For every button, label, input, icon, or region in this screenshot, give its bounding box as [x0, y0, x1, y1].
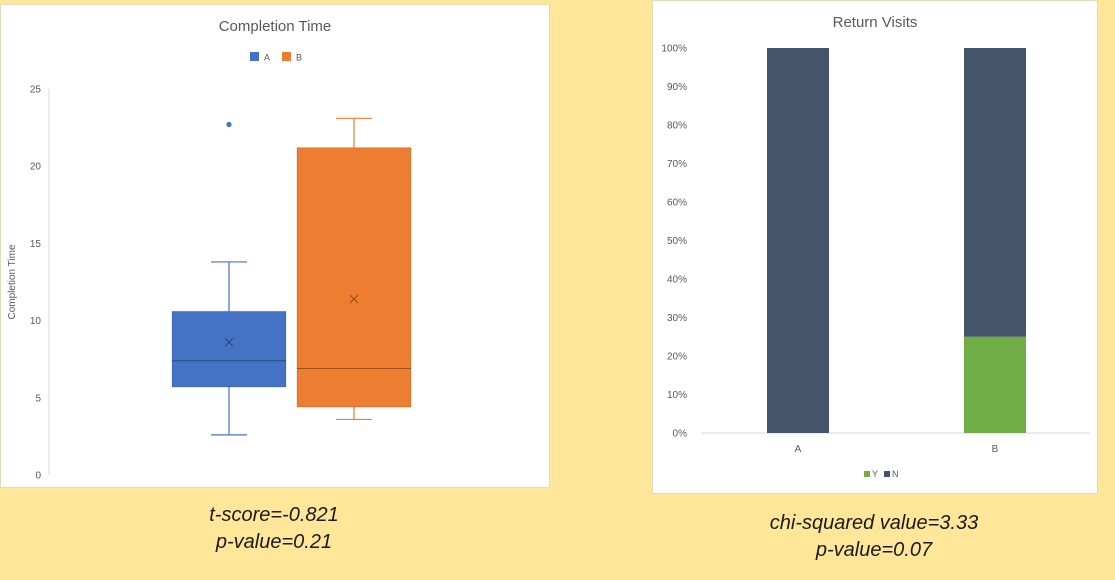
bar-a-n	[767, 48, 829, 433]
return-visits-chart: Return Visits 0% 10% 20% 30% 40% 50% 60% 70% 80% 9…	[661, 14, 1090, 479]
legend-swatch-y	[864, 471, 870, 477]
y-tick-label: 50%	[667, 236, 687, 247]
box-b	[296, 117, 412, 421]
bar-b-n	[964, 48, 1026, 337]
legend-label-b: B	[296, 53, 302, 63]
legend-swatch-n	[884, 471, 890, 477]
y-tick-label: 5	[35, 393, 41, 404]
chi-squared-results: chi-squared value=3.33 p-value=0.07	[652, 510, 1096, 564]
bar-b-y	[964, 336, 1026, 433]
y-tick-label: 80%	[667, 121, 687, 132]
chart-title: Return Visits	[833, 14, 918, 31]
box-a	[171, 121, 287, 436]
mean-marker	[349, 294, 359, 304]
y-tick-label: 100%	[661, 44, 687, 55]
y-tick-label: 0	[35, 471, 41, 482]
mean-marker	[224, 337, 234, 347]
y-tick-label: 10	[30, 316, 42, 327]
x-tick-label-a: A	[795, 444, 802, 455]
outlier-point	[226, 121, 232, 128]
iqr-box	[171, 310, 287, 388]
y-tick-label: 40%	[667, 275, 687, 286]
y-tick-label: 20%	[667, 352, 687, 363]
completion-time-chart-panel: Completion Time A B 0 5 10 15 20 25 Completion Ti…	[0, 4, 550, 488]
y-tick-label: 20	[30, 162, 42, 173]
y-axis-label: Completion Time	[7, 244, 18, 319]
y-tick-label: 30%	[667, 313, 687, 324]
y-tick-label: 15	[30, 239, 42, 250]
x-tick-label-b: B	[992, 444, 999, 455]
legend-swatch-a	[250, 52, 259, 61]
return-visits-chart-panel: Return Visits 0% 10% 20% 30% 40% 50% 60% 70% 80% 9…	[652, 0, 1098, 494]
p-value-right-text: p-value=0.07	[815, 539, 933, 561]
y-tick-label: 60%	[667, 198, 687, 209]
t-test-results: t-score=-0.821 p-value=0.21	[0, 502, 548, 556]
y-tick-label: 25	[30, 85, 42, 96]
legend-label-a: A	[264, 53, 270, 63]
p-value-left-text: p-value=0.21	[215, 531, 333, 553]
y-tick-label: 0%	[673, 429, 688, 440]
legend-label-n: N	[892, 469, 899, 479]
chart-title: Completion Time	[219, 18, 332, 35]
iqr-box	[296, 147, 412, 408]
legend-swatch-b	[282, 52, 291, 61]
chi-squared-text: chi-squared value=3.33	[769, 512, 979, 534]
y-tick-label: 90%	[667, 82, 687, 93]
t-score-text: t-score=-0.821	[209, 504, 339, 526]
y-tick-label: 70%	[667, 159, 687, 170]
y-tick-label: 10%	[667, 390, 687, 401]
legend-label-y: Y	[872, 469, 878, 479]
